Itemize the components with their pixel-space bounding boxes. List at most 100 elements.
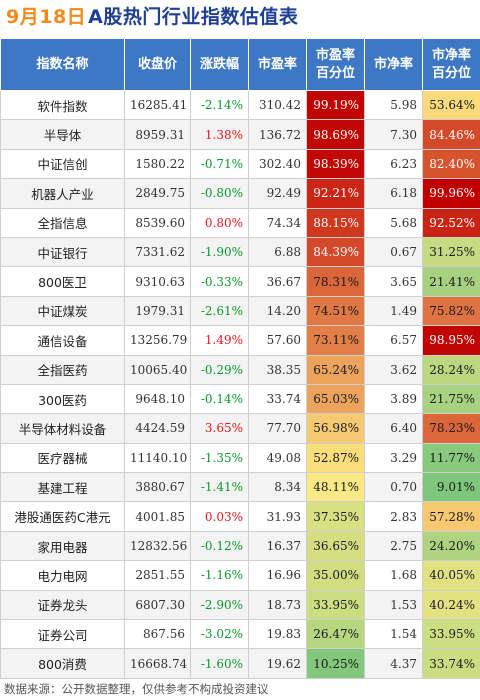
pb-cell: 7.30 (364, 119, 423, 150)
index-name-cell: 港股通医药C港元 (0, 501, 125, 532)
pe-cell: 31.93 (248, 501, 307, 532)
pe-cell: 74.34 (248, 207, 307, 238)
index-name-cell: 医疗器械 (0, 442, 125, 474)
index-name-cell: 证券龙头 (0, 589, 125, 621)
header-pb-percentile: 市净率 百分位 (422, 38, 480, 91)
pe-percentile-cell: 74.51% (306, 295, 365, 327)
pe-percentile-cell: 88.15% (306, 207, 365, 238)
pb-cell: 3.65 (364, 266, 423, 297)
pe-percentile-cell: 26.47% (306, 619, 365, 650)
pb-cell: 1.49 (364, 295, 423, 327)
pb-percentile-cell: 21.75% (422, 383, 480, 415)
pe-cell: 38.35 (248, 354, 307, 385)
pb-percentile-cell: 24.20% (422, 530, 480, 562)
close-price-cell: 9310.63 (124, 266, 191, 297)
pb-cell: 1.54 (364, 619, 423, 650)
pb-percentile-cell: 98.95% (422, 325, 480, 356)
change-cell: -1.16% (190, 560, 249, 591)
page-title: 9月18日 A股热门行业指数估值表 (6, 2, 298, 32)
index-name-cell: 300医药 (0, 383, 125, 415)
pe-percentile-cell: 52.87% (306, 442, 365, 474)
pb-cell: 4.37 (364, 648, 423, 679)
pb-percentile-cell: 40.24% (422, 589, 480, 621)
pe-percentile-cell: 92.21% (306, 178, 365, 209)
pb-percentile-cell: 28.24% (422, 354, 480, 385)
pe-cell: 310.42 (248, 89, 307, 121)
table-row: 港股通医药C港元 4001.85 0.03% 31.93 37.35% 2.83 57.28… (0, 501, 480, 532)
pe-percentile-cell: 65.03% (306, 383, 365, 415)
header-pe: 市盈率 (248, 38, 307, 91)
pb-cell: 6.18 (364, 178, 423, 209)
close-price-cell: 8539.60 (124, 207, 191, 238)
pb-cell: 3.89 (364, 383, 423, 415)
pe-cell: 49.08 (248, 442, 307, 474)
pb-cell: 1.68 (364, 560, 423, 591)
pe-cell: 18.73 (248, 589, 307, 621)
pe-percentile-cell: 10.25% (306, 648, 365, 679)
change-cell: -1.90% (190, 236, 249, 268)
index-name-cell: 800医卫 (0, 266, 125, 297)
table-row: 基建工程 3880.67 -1.41% 8.34 48.11% 0.70 9.01% (0, 472, 480, 503)
pb-cell: 1.53 (364, 589, 423, 621)
table-row: 全指医药 10065.40 -0.29% 38.35 65.24% 3.62 28.24% (0, 354, 480, 385)
valuation-table: 指数名称 收盘价 涨跌幅 市盈率 市盈率 百分位 市净率 市净率 百分位 软件指… (0, 38, 480, 679)
pe-cell: 19.83 (248, 619, 307, 650)
pb-percentile-cell: 9.01% (422, 472, 480, 503)
table-row: 机器人产业 2849.75 -0.80% 92.49 92.21% 6.18 99.96% (0, 178, 480, 209)
close-price-cell: 4001.85 (124, 501, 191, 532)
table-row: 中证煤炭 1979.31 -2.61% 14.20 74.51% 1.49 75.82% (0, 295, 480, 327)
pe-cell: 6.88 (248, 236, 307, 268)
pb-percentile-cell: 84.46% (422, 119, 480, 150)
index-name-cell: 中证信创 (0, 148, 125, 180)
change-cell: -0.80% (190, 178, 249, 209)
table-header-row: 指数名称 收盘价 涨跌幅 市盈率 市盈率 百分位 市净率 市净率 百分位 (0, 38, 480, 91)
change-cell: -0.12% (190, 530, 249, 562)
header-pb: 市净率 (364, 38, 423, 91)
table-row: 证券公司 867.56 -3.02% 19.83 26.47% 1.54 33.95% (0, 619, 480, 650)
close-price-cell: 2849.75 (124, 178, 191, 209)
close-price-cell: 7331.62 (124, 236, 191, 268)
close-price-cell: 16668.74 (124, 648, 191, 679)
table-row: 电力电网 2851.55 -1.16% 16.96 35.00% 1.68 40.05% (0, 560, 480, 591)
pe-percentile-cell: 37.35% (306, 501, 365, 532)
close-price-cell: 1979.31 (124, 295, 191, 327)
table-row: 800医卫 9310.63 -0.33% 36.67 78.31% 3.65 21.41% (0, 266, 480, 297)
index-name-cell: 中证银行 (0, 236, 125, 268)
change-cell: 3.65% (190, 413, 249, 444)
pe-cell: 19.62 (248, 648, 307, 679)
pb-cell: 0.70 (364, 472, 423, 503)
title-text: A股热门行业指数估值表 (88, 6, 299, 28)
header-close-price: 收盘价 (124, 38, 191, 91)
pe-cell: 136.72 (248, 119, 307, 150)
index-name-cell: 全指医药 (0, 354, 125, 385)
header-change: 涨跌幅 (190, 38, 249, 91)
pb-percentile-cell: 75.82% (422, 295, 480, 327)
table-body: 软件指数 16285.41 -2.14% 310.42 99.19% 5.98 53.64%… (0, 89, 480, 679)
pe-cell: 77.70 (248, 413, 307, 444)
table-row: 半导体 8959.31 1.38% 136.72 98.69% 7.30 84.46% (0, 119, 480, 150)
pe-percentile-cell: 78.31% (306, 266, 365, 297)
pb-cell: 6.57 (364, 325, 423, 356)
pb-percentile-cell: 31.25% (422, 236, 480, 268)
pe-cell: 92.49 (248, 178, 307, 209)
change-cell: -0.71% (190, 148, 249, 180)
change-cell: -0.29% (190, 354, 249, 385)
index-name-cell: 电力电网 (0, 560, 125, 591)
pb-cell: 6.23 (364, 148, 423, 180)
index-name-cell: 800消费 (0, 648, 125, 679)
close-price-cell: 12832.56 (124, 530, 191, 562)
pb-percentile-cell: 99.96% (422, 178, 480, 209)
change-cell: -1.35% (190, 442, 249, 474)
change-cell: -1.41% (190, 472, 249, 503)
close-price-cell: 16285.41 (124, 89, 191, 121)
pb-percentile-cell: 33.95% (422, 619, 480, 650)
table-row: 半导体材料设备 4424.59 3.65% 77.70 56.98% 6.40 78.23% (0, 413, 480, 444)
close-price-cell: 4424.59 (124, 413, 191, 444)
change-cell: -2.90% (190, 589, 249, 621)
pe-percentile-cell: 35.00% (306, 560, 365, 591)
change-cell: -2.61% (190, 295, 249, 327)
close-price-cell: 11140.10 (124, 442, 191, 474)
pb-percentile-cell: 40.05% (422, 560, 480, 591)
pe-percentile-cell: 33.95% (306, 589, 365, 621)
pe-cell: 57.60 (248, 325, 307, 356)
